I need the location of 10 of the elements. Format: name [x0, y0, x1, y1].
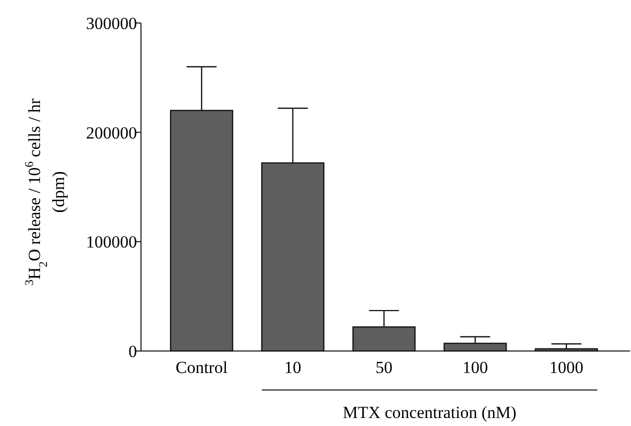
y-tick-label: 0	[128, 342, 137, 361]
y-tick-label: 200000	[86, 123, 137, 142]
x-axis-title: MTX concentration (nM)	[342, 403, 516, 422]
y-tick-label: 300000	[86, 14, 137, 33]
y-tick-label: 100000	[86, 232, 137, 252]
x-tick-label: 1000	[549, 358, 584, 377]
x-tick-label: 50	[376, 358, 392, 377]
x-tick-label: Control	[176, 358, 228, 377]
x-tick-label: 10	[284, 358, 302, 377]
x-tick-label: 100	[462, 358, 488, 377]
